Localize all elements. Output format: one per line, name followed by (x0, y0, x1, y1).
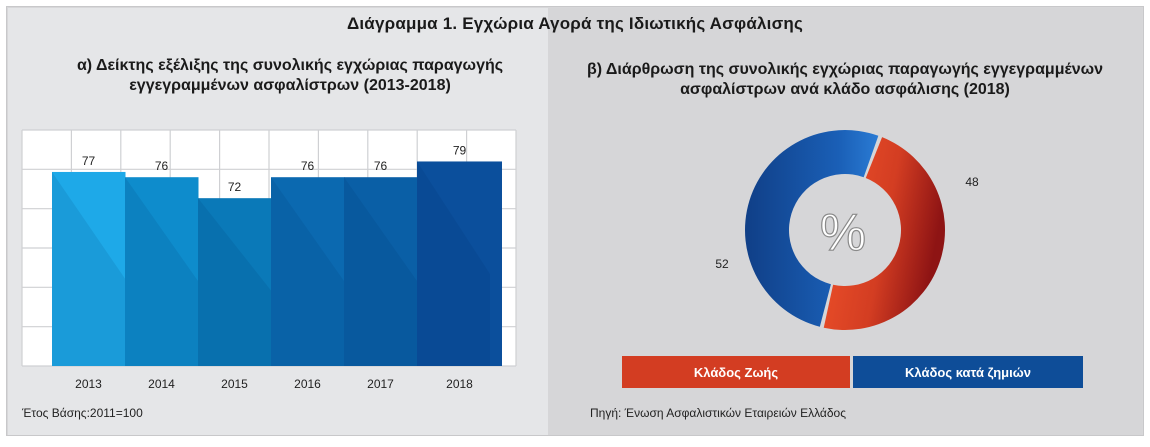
x-tick-label: 2018 (446, 377, 473, 391)
source-note: Πηγή: Ένωση Ασφαλιστικών Εταιρειών Ελλάδ… (590, 406, 846, 420)
legend-non-life-insurance: Κλάδος κατά ζημιών (853, 356, 1083, 388)
donut-chart-title-line-1: β) Διάρθρωση της συνολικής εγχώριας παρα… (586, 61, 1104, 78)
bar-2016 (271, 177, 345, 366)
bar-shade (125, 177, 198, 366)
slice-value-label: 52 (715, 257, 729, 271)
bar-2014 (125, 177, 199, 366)
bar-shade (344, 177, 417, 366)
donut-chart-title-line-2: ασφαλίστρων ανά κλάδο ασφάλισης (2018) (680, 81, 1010, 98)
figure-title: Διάγραμμα 1. Εγχώρια Αγορά της Ιδιωτικής… (346, 14, 804, 33)
bar-shade (271, 177, 344, 366)
bar-chart-title: α) Δείκτης εξέλιξης της συνολικής εγχώρι… (30, 56, 550, 96)
donut-slice-non-life (744, 129, 879, 327)
bar-chart: 77 2013 76 2014 72 2015 76 2016 76 2017 79 2018 (21, 129, 517, 391)
x-tick-label: 2017 (367, 377, 394, 391)
bar-2015 (198, 198, 272, 366)
x-tick-label: 2016 (294, 377, 321, 391)
bar-2018 (417, 161, 502, 366)
bar-value-label: 76 (374, 159, 388, 173)
bar-shade (198, 198, 271, 366)
bar-value-label: 76 (155, 159, 169, 173)
x-tick-label: 2014 (148, 377, 175, 391)
bar-2013 (52, 171, 126, 366)
slice-value-label: 48 (965, 175, 979, 189)
legend-life-insurance: Κλάδος Ζωής (622, 356, 850, 388)
bar-value-label: 77 (82, 154, 96, 168)
donut-hole (790, 175, 900, 285)
bar-chart-title-line-2: εγγεγραμμένων ασφαλίστρων (2013-2018) (129, 77, 451, 94)
base-year-note: Έτος Βάσης:2011=100 (22, 406, 143, 420)
bar-shade (52, 171, 125, 366)
bar-value-label: 72 (228, 180, 242, 194)
bar-value-label: 76 (301, 159, 315, 173)
bar-2017 (344, 177, 418, 366)
bars: 77 2013 76 2014 72 2015 76 2016 76 2017 79 2018 (52, 143, 502, 391)
bar-chart-title-line-1: α) Δείκτης εξέλιξης της συνολικής εγχώρι… (76, 57, 504, 74)
donut-slice-life (823, 137, 945, 330)
bar-value-label: 79 (453, 143, 467, 157)
x-tick-label: 2013 (75, 377, 102, 391)
donut-center-label: % (820, 204, 866, 262)
bar-shade (417, 161, 490, 366)
donut-chart-title: β) Διάρθρωση της συνολικής εγχώριας παρα… (560, 60, 1130, 100)
x-tick-label: 2015 (221, 377, 248, 391)
